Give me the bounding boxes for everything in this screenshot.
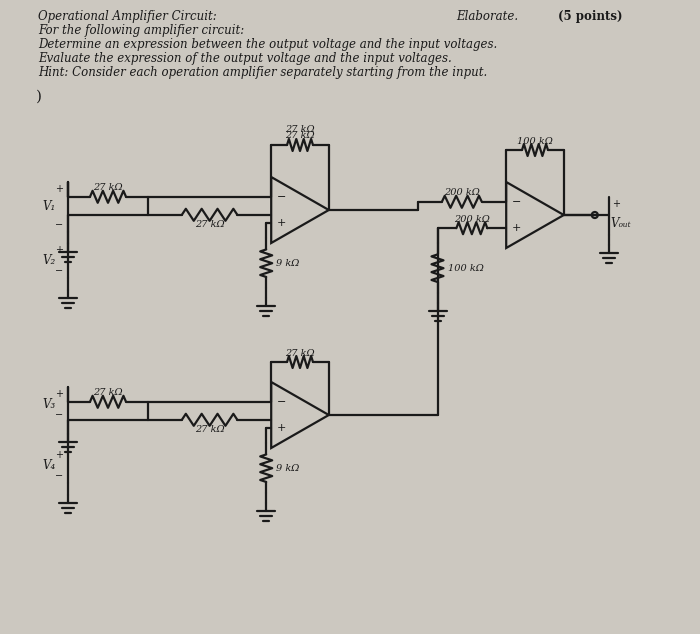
Text: V₄: V₄ bbox=[43, 459, 56, 472]
Text: −: − bbox=[276, 397, 286, 407]
Text: Determine an expression between the output voltage and the input voltages.: Determine an expression between the outp… bbox=[38, 38, 497, 51]
Text: 27 kΩ: 27 kΩ bbox=[93, 388, 122, 398]
Text: 27 kΩ: 27 kΩ bbox=[195, 425, 225, 434]
Text: +: + bbox=[276, 424, 286, 433]
Text: Evaluate the expression of the output voltage and the input voltages.: Evaluate the expression of the output vo… bbox=[38, 52, 452, 65]
Text: +: + bbox=[55, 450, 63, 460]
Text: 27 kΩ: 27 kΩ bbox=[285, 131, 315, 141]
Text: Operational Amplifier Circuit:: Operational Amplifier Circuit: bbox=[38, 10, 217, 23]
Text: 27 kΩ: 27 kΩ bbox=[93, 183, 122, 192]
Text: Elaborate.: Elaborate. bbox=[456, 10, 518, 23]
Text: +: + bbox=[55, 245, 63, 256]
Text: 27 kΩ: 27 kΩ bbox=[285, 349, 315, 358]
Text: −: − bbox=[276, 192, 286, 202]
Text: (5 points): (5 points) bbox=[558, 10, 622, 23]
Text: −: − bbox=[55, 266, 63, 276]
Text: V₃: V₃ bbox=[43, 398, 56, 411]
Text: ): ) bbox=[36, 90, 42, 104]
Text: V₁: V₁ bbox=[43, 200, 56, 213]
Text: +: + bbox=[612, 199, 620, 209]
Text: 200 kΩ: 200 kΩ bbox=[444, 188, 480, 197]
Text: 100 kΩ: 100 kΩ bbox=[517, 136, 553, 145]
Text: 200 kΩ: 200 kΩ bbox=[454, 215, 490, 224]
Text: +: + bbox=[55, 389, 63, 399]
Text: For the following amplifier circuit:: For the following amplifier circuit: bbox=[38, 24, 244, 37]
Text: +: + bbox=[512, 223, 521, 233]
Text: 100 kΩ: 100 kΩ bbox=[447, 264, 484, 273]
Text: Hint: Consider each operation amplifier separately starting from the input.: Hint: Consider each operation amplifier … bbox=[38, 66, 487, 79]
Text: 27 kΩ: 27 kΩ bbox=[195, 220, 225, 230]
Text: V₂: V₂ bbox=[43, 254, 56, 267]
Text: 27 kΩ: 27 kΩ bbox=[285, 126, 315, 134]
Text: Vₒᵤₜ: Vₒᵤₜ bbox=[611, 217, 631, 230]
Text: −: − bbox=[55, 471, 63, 481]
Text: +: + bbox=[55, 184, 63, 194]
Text: −: − bbox=[512, 197, 521, 207]
Text: −: − bbox=[55, 410, 63, 420]
Text: −: − bbox=[55, 220, 63, 230]
Text: 9 kΩ: 9 kΩ bbox=[276, 259, 300, 268]
Text: 9 kΩ: 9 kΩ bbox=[276, 463, 300, 473]
Text: +: + bbox=[276, 218, 286, 228]
